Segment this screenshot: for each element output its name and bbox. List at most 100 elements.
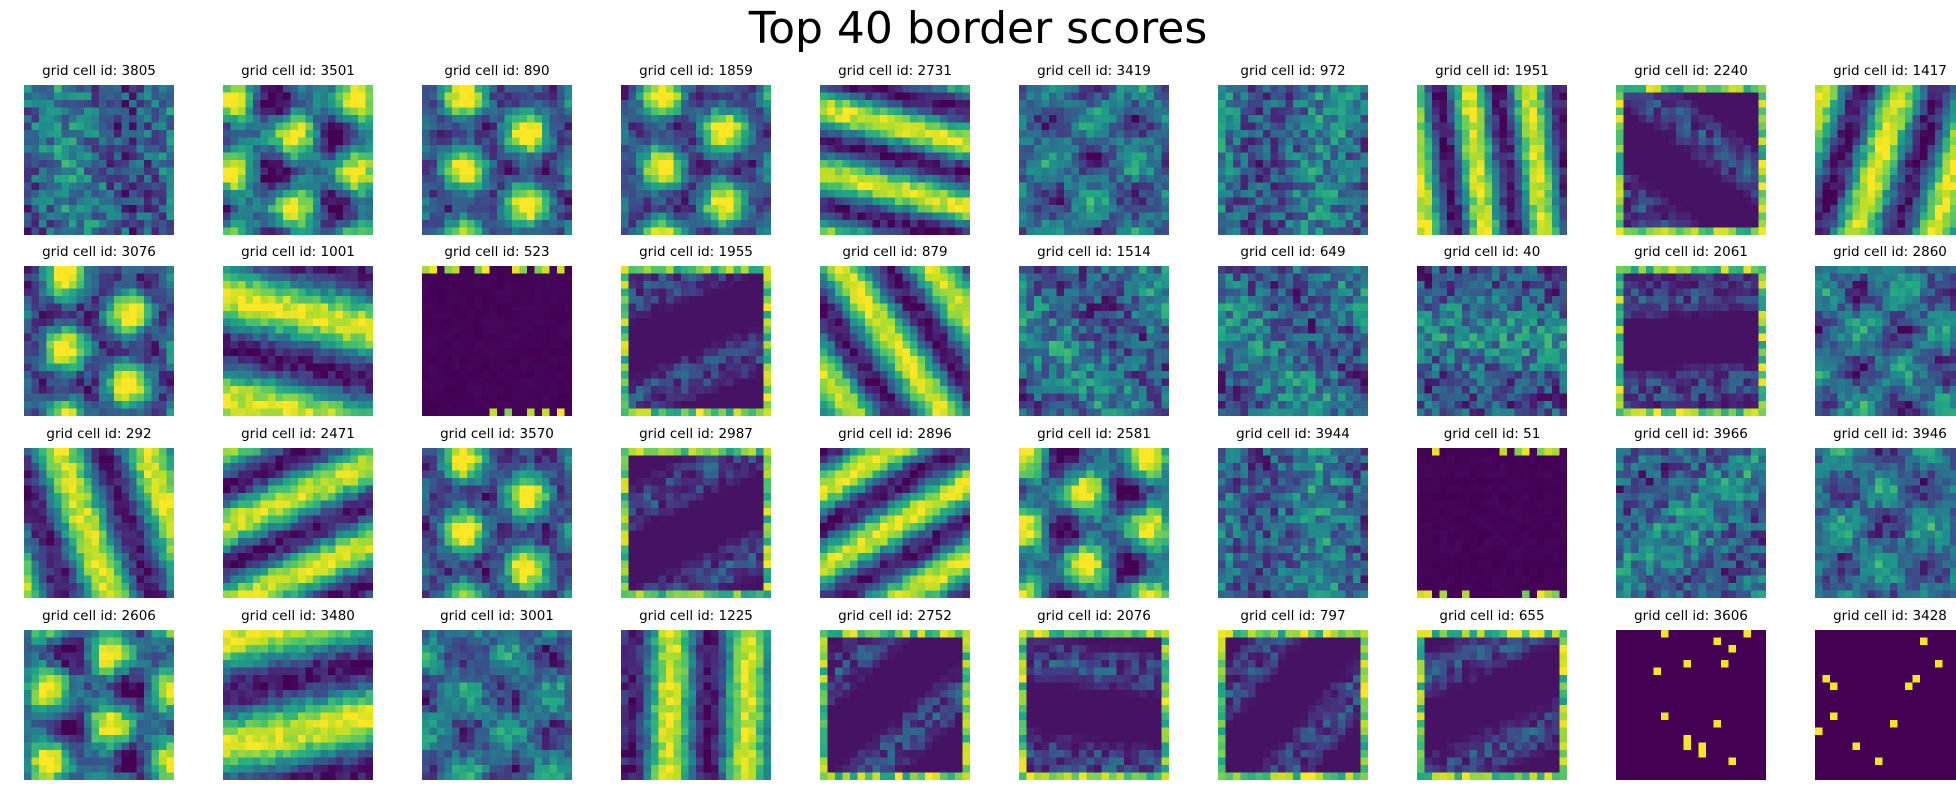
panel-title: grid cell id: 3076	[42, 244, 156, 260]
heatmap-panel: grid cell id: 3419	[1005, 62, 1183, 235]
panel-title: grid cell id: 3501	[241, 63, 355, 79]
heatmap-image	[1815, 266, 1956, 416]
panel-title: grid cell id: 3966	[1634, 426, 1748, 442]
panel-title: grid cell id: 2606	[42, 608, 156, 624]
heatmap-panel: grid cell id: 3946	[1801, 425, 1956, 598]
panel-title: grid cell id: 879	[842, 244, 948, 260]
panel-title: grid cell id: 2752	[838, 608, 952, 624]
heatmap-panel: grid cell id: 3428	[1801, 607, 1956, 780]
panel-title: grid cell id: 972	[1240, 63, 1346, 79]
heatmap-image	[1815, 630, 1956, 780]
heatmap-image	[1616, 448, 1766, 598]
panel-title: grid cell id: 1417	[1833, 63, 1947, 79]
heatmap-panel: grid cell id: 3805	[10, 62, 188, 235]
heatmap-image	[1019, 448, 1169, 598]
heatmap-panel: grid cell id: 3480	[209, 607, 387, 780]
heatmap-panel: grid cell id: 1514	[1005, 243, 1183, 416]
panel-title: grid cell id: 2471	[241, 426, 355, 442]
heatmap-image	[1616, 630, 1766, 780]
heatmap-image	[1019, 85, 1169, 235]
heatmap-image	[820, 630, 970, 780]
heatmap-image	[621, 630, 771, 780]
heatmap-panel: grid cell id: 2240	[1602, 62, 1780, 235]
panel-title: grid cell id: 797	[1240, 608, 1346, 624]
heatmap-panel: grid cell id: 797	[1204, 607, 1382, 780]
panel-title: grid cell id: 1001	[241, 244, 355, 260]
heatmap-image	[1218, 630, 1368, 780]
heatmap-panel: grid cell id: 3570	[408, 425, 586, 598]
panel-title: grid cell id: 655	[1439, 608, 1545, 624]
heatmap-panel: grid cell id: 1001	[209, 243, 387, 416]
heatmap-panel: grid cell id: 1951	[1403, 62, 1581, 235]
heatmap-image	[223, 448, 373, 598]
heatmap-panel: grid cell id: 1859	[607, 62, 785, 235]
heatmap-image	[223, 85, 373, 235]
panel-title: grid cell id: 1859	[639, 63, 753, 79]
heatmap-panel: grid cell id: 3501	[209, 62, 387, 235]
heatmap-panel: grid cell id: 2061	[1602, 243, 1780, 416]
panel-title: grid cell id: 3606	[1634, 608, 1748, 624]
panel-title: grid cell id: 649	[1240, 244, 1346, 260]
heatmap-image	[24, 85, 174, 235]
heatmap-panel: grid cell id: 2471	[209, 425, 387, 598]
heatmap-image	[1417, 448, 1567, 598]
panel-title: grid cell id: 51	[1443, 426, 1541, 442]
panel-title: grid cell id: 40	[1443, 244, 1541, 260]
panel-title: grid cell id: 3570	[440, 426, 554, 442]
heatmap-image	[24, 448, 174, 598]
heatmap-panel: grid cell id: 2752	[806, 607, 984, 780]
heatmap-image	[422, 448, 572, 598]
heatmap-panel: grid cell id: 2987	[607, 425, 785, 598]
heatmap-image	[422, 85, 572, 235]
heatmap-image	[223, 266, 373, 416]
panel-title: grid cell id: 890	[444, 63, 550, 79]
heatmap-image	[1417, 266, 1567, 416]
heatmap-panel: grid cell id: 2896	[806, 425, 984, 598]
heatmap-panel: grid cell id: 972	[1204, 62, 1382, 235]
heatmap-image	[1218, 85, 1368, 235]
heatmap-panel: grid cell id: 2731	[806, 62, 984, 235]
panel-title: grid cell id: 1951	[1435, 63, 1549, 79]
heatmap-panel: grid cell id: 3966	[1602, 425, 1780, 598]
panel-title: grid cell id: 2061	[1634, 244, 1748, 260]
heatmap-image	[1019, 630, 1169, 780]
heatmap-image	[820, 85, 970, 235]
heatmap-panel: grid cell id: 655	[1403, 607, 1581, 780]
heatmap-panel: grid cell id: 2606	[10, 607, 188, 780]
heatmap-panel: grid cell id: 3076	[10, 243, 188, 416]
heatmap-image	[1417, 85, 1567, 235]
heatmap-panel: grid cell id: 2581	[1005, 425, 1183, 598]
heatmap-panel: grid cell id: 3001	[408, 607, 586, 780]
panel-title: grid cell id: 3419	[1037, 63, 1151, 79]
figure-title: Top 40 border scores	[748, 3, 1208, 54]
panel-title: grid cell id: 3480	[241, 608, 355, 624]
heatmap-panel: grid cell id: 879	[806, 243, 984, 416]
heatmap-image	[621, 85, 771, 235]
heatmap-image	[24, 630, 174, 780]
panel-title: grid cell id: 3805	[42, 63, 156, 79]
heatmap-image	[1616, 266, 1766, 416]
panel-title: grid cell id: 523	[444, 244, 550, 260]
panel-title: grid cell id: 2987	[639, 426, 753, 442]
heatmap-image	[422, 266, 572, 416]
panel-title: grid cell id: 3944	[1236, 426, 1350, 442]
panel-title: grid cell id: 1225	[639, 608, 753, 624]
panel-title: grid cell id: 3001	[440, 608, 554, 624]
heatmap-image	[1616, 85, 1766, 235]
panel-title: grid cell id: 292	[46, 426, 152, 442]
heatmap-panel: grid cell id: 3606	[1602, 607, 1780, 780]
panel-title: grid cell id: 3946	[1833, 426, 1947, 442]
heatmap-image	[223, 630, 373, 780]
panel-title: grid cell id: 1514	[1037, 244, 1151, 260]
heatmap-image	[621, 266, 771, 416]
heatmap-panel: grid cell id: 2076	[1005, 607, 1183, 780]
panel-title: grid cell id: 1955	[639, 244, 753, 260]
heatmap-image	[1815, 85, 1956, 235]
panel-title: grid cell id: 3428	[1833, 608, 1947, 624]
heatmap-panel: grid cell id: 292	[10, 425, 188, 598]
heatmap-image	[422, 630, 572, 780]
heatmap-panel: grid cell id: 890	[408, 62, 586, 235]
heatmap-image	[820, 266, 970, 416]
heatmap-panel: grid cell id: 1417	[1801, 62, 1956, 235]
heatmap-image	[621, 448, 771, 598]
